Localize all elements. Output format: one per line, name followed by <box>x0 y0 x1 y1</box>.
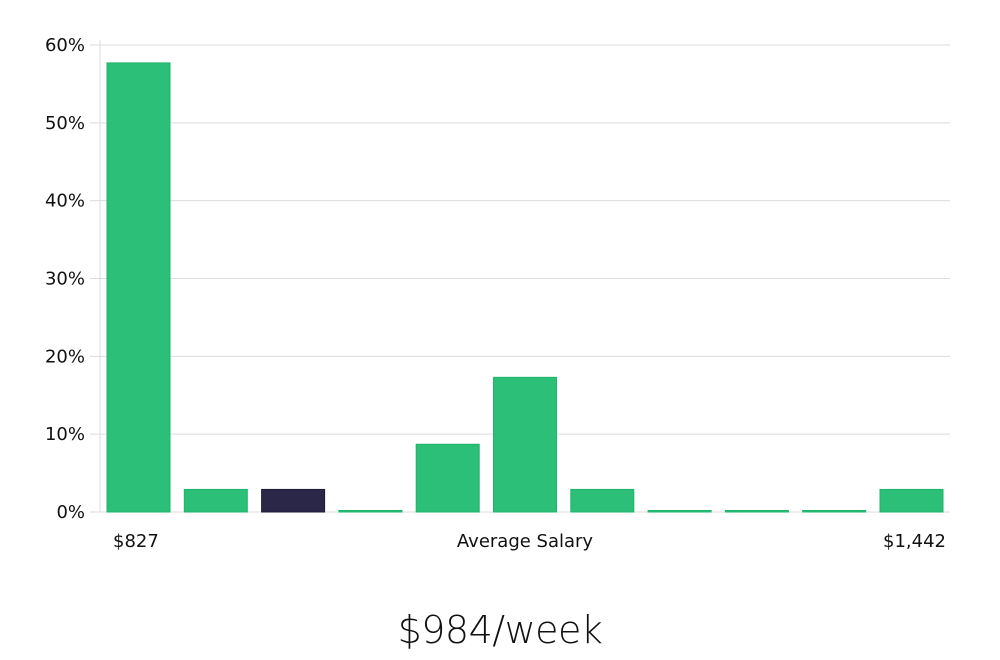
bar[interactable] <box>106 62 171 513</box>
bar[interactable] <box>724 510 789 513</box>
bar[interactable] <box>647 510 712 513</box>
bar[interactable] <box>183 488 248 513</box>
average-salary-caption: $984/week <box>397 608 603 652</box>
bar[interactable] <box>879 488 944 513</box>
bar[interactable] <box>338 510 403 513</box>
y-tick-label: 20% <box>45 346 85 367</box>
bar[interactable] <box>493 376 557 513</box>
salary-histogram: 0% 10% 20% 30% 40% 50% 60% $827 Average Salary… <box>45 35 950 552</box>
y-tick-label: 10% <box>45 424 85 445</box>
x-axis-label: Average Salary <box>457 531 594 552</box>
y-tick-label: 30% <box>45 269 85 290</box>
bar[interactable] <box>570 488 635 513</box>
y-tick-label: 0% <box>56 502 85 523</box>
y-tick-label: 40% <box>45 191 85 212</box>
bar[interactable] <box>415 443 480 513</box>
bar[interactable] <box>802 510 867 513</box>
x-label-min: $827 <box>113 531 159 552</box>
y-tick-label: 50% <box>45 113 85 134</box>
y-tick-label: 60% <box>45 35 85 56</box>
x-label-max: $1,442 <box>883 531 946 552</box>
bar-highlighted[interactable] <box>261 488 326 513</box>
